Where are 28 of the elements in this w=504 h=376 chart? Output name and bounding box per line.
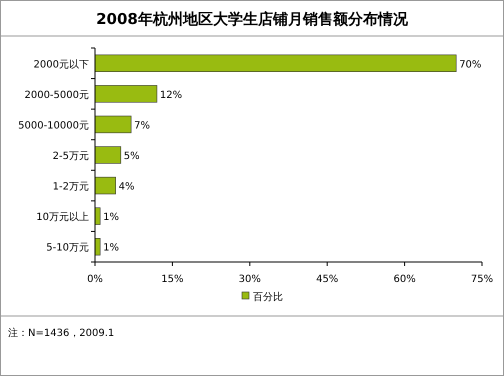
y-tick-label: 10万元以上 <box>36 211 89 224</box>
y-tick-label: 5000-10000元 <box>18 120 89 132</box>
data-label: 1% <box>103 212 120 224</box>
data-label: 12% <box>160 90 182 101</box>
x-tick-label: 15% <box>161 274 184 285</box>
x-tick-label: 0% <box>87 274 103 285</box>
y-tick-label: 2-5万元 <box>52 151 89 162</box>
bar <box>94 54 456 72</box>
bar <box>94 146 122 164</box>
data-label: 5% <box>124 151 140 162</box>
data-label: 7% <box>134 120 150 132</box>
bar <box>94 116 132 134</box>
y-tick-label: 1-2万元 <box>52 182 89 193</box>
chart-title: 2008年杭州地区大学生店铺月销售额分布情况 <box>96 10 409 28</box>
x-tick-label: 60% <box>393 274 416 285</box>
bar <box>94 176 116 194</box>
data-label: 1% <box>103 242 120 254</box>
y-tick-label: 2000-5000元 <box>24 90 89 101</box>
data-label: 4% <box>118 182 135 193</box>
x-tick-label: 45% <box>316 274 338 285</box>
legend-label: 百分比 <box>253 291 283 303</box>
y-tick-label: 2000元以下 <box>34 58 89 70</box>
y-tick-label: 5-10万元 <box>46 242 89 254</box>
x-tick-label: 30% <box>238 274 261 285</box>
data-label: 70% <box>459 59 482 70</box>
bar <box>94 85 158 103</box>
text: 注：N=1436，2009.1 <box>8 327 114 339</box>
x-tick-label: 75% <box>470 274 494 285</box>
